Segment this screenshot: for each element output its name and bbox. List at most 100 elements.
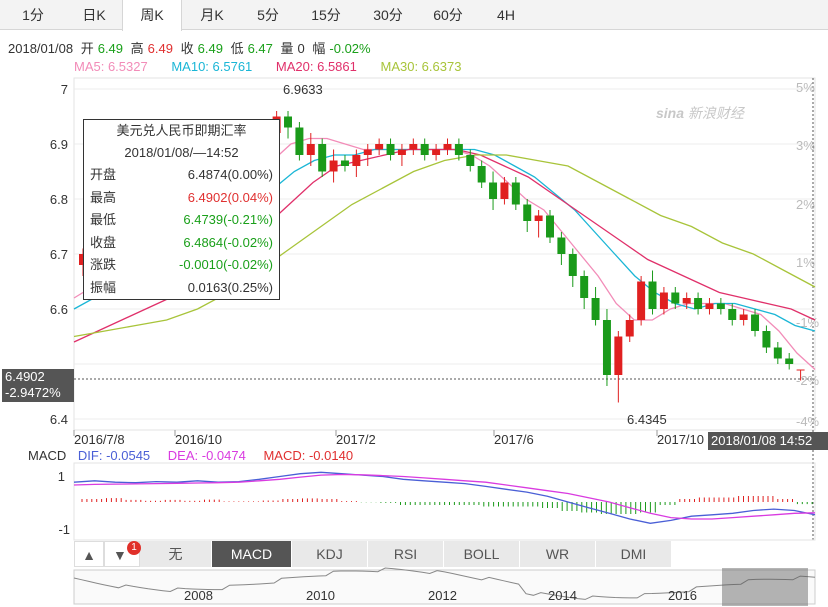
info-close: 6.49 <box>197 41 223 56</box>
candle-body <box>602 320 611 375</box>
tab-5min[interactable]: 5分 <box>257 7 279 23</box>
info-open: 6.49 <box>97 41 124 56</box>
y-right-tick-label: 2% <box>796 197 815 212</box>
tooltip-row-label: 收盘 <box>90 234 117 250</box>
ma-legend-row: MA5: 6.5327 MA10: 6.5761 MA20: 6.5861 MA… <box>74 59 465 74</box>
candle-body <box>716 303 725 309</box>
y-tick-label: 7 <box>61 82 68 97</box>
candle-body <box>523 204 532 221</box>
x-tick-label: 2017/10 <box>657 432 704 447</box>
candle-body <box>352 155 361 166</box>
candle-body <box>682 298 691 304</box>
tooltip-row-value: 0.0163(0.25%) <box>187 279 273 295</box>
candle-body <box>591 298 600 320</box>
tooltip-row: 最高 6.4902(0.04%) <box>84 187 279 210</box>
overview-year-label: 2012 <box>428 588 457 603</box>
candle-body <box>796 369 805 371</box>
info-chg-label: 幅 <box>312 41 326 56</box>
candle-body <box>534 215 543 221</box>
tooltip-row-label: 开盘 <box>90 167 117 182</box>
y-tick-label: 6.9 <box>50 137 68 152</box>
tooltip-row: 最低 6.4739(-0.21%) <box>84 209 279 232</box>
ma-line-ma30 <box>73 154 816 338</box>
indicator-dmi[interactable]: DMI <box>596 541 672 567</box>
tab-weekly[interactable]: 周K <box>122 0 182 31</box>
high-annotation: 6.9633 <box>283 82 323 97</box>
crosshair-price-label: 6.4902 -2.9472% <box>2 369 74 402</box>
tab-monthly[interactable]: 月K <box>200 7 224 23</box>
tab-30min[interactable]: 30分 <box>373 7 403 23</box>
tooltip-row: 振幅 0.0163(0.25%) <box>84 277 279 300</box>
low-annotation: 6.4345 <box>627 412 667 427</box>
macd-dif: DIF: -0.0545 <box>77 448 151 463</box>
candle-body <box>637 281 646 320</box>
overview-line <box>73 567 816 600</box>
tab-daily[interactable]: 日K <box>82 7 106 23</box>
crosshair-datetime: 2018/01/08 14:52 <box>708 432 828 450</box>
indicator-macd[interactable]: MACD <box>212 541 292 567</box>
candle-body <box>420 144 429 155</box>
candle-body <box>728 309 737 320</box>
candle-body <box>751 314 760 331</box>
y-right-tick-label: -2% <box>796 373 820 388</box>
tab-4h[interactable]: 4H <box>497 7 515 23</box>
dif-line <box>73 471 816 524</box>
ma5-label: MA5: 6.5327 <box>74 59 148 74</box>
x-tick-label: 2017/2 <box>336 432 376 447</box>
overview-year-label: 2016 <box>668 588 697 603</box>
candle-body <box>614 336 623 375</box>
macd-dea: DEA: -0.0474 <box>167 448 246 463</box>
data-tooltip: 美元兑人民币即期汇率 2018/01/08/—14:52 开盘 6.4874(0.… <box>83 119 280 300</box>
macd-frame <box>73 462 816 541</box>
candle-body <box>306 144 315 155</box>
candle-body <box>340 160 349 166</box>
period-tab-bar: 1分 日K 周K 月K 5分 15分 30分 60分 4H <box>0 0 828 31</box>
candle-body <box>694 298 703 309</box>
tooltip-row-label: 最高 <box>90 189 117 205</box>
overview-year-label: 2010 <box>306 588 335 603</box>
candle-body <box>785 358 794 364</box>
overview-year-label: 2008 <box>184 588 213 603</box>
tab-15min[interactable]: 15分 <box>311 7 341 23</box>
tooltip-row-label: 最低 <box>90 212 117 227</box>
info-high: 6.49 <box>147 41 173 56</box>
tooltip-row: 开盘 6.4874(0.00%) <box>84 164 279 187</box>
indicator-wr[interactable]: WR <box>520 541 596 567</box>
macd-tick-top: 1 <box>58 469 65 484</box>
y-right-tick-label: 3% <box>796 138 815 153</box>
candle-body <box>318 144 327 172</box>
candle-body <box>375 144 384 150</box>
info-date: 2018/01/08 <box>8 41 74 56</box>
tab-60min[interactable]: 60分 <box>433 7 463 23</box>
candle-body <box>705 303 714 309</box>
candle-body <box>454 144 463 155</box>
x-tick-label: 2016/7/8 <box>74 432 125 447</box>
y-right-tick-label: 1% <box>796 255 815 270</box>
indicator-bar: ▲ ▼ 无 MACD KDJ RSI BOLL WR DMI <box>74 541 672 567</box>
tooltip-row-value: 6.4902(0.04%) <box>187 189 273 205</box>
info-vol: 0 <box>297 41 305 56</box>
candle-body <box>546 215 554 238</box>
info-open-label: 开 <box>80 41 94 56</box>
tooltip-row-value: 6.4864(-0.02%) <box>183 234 273 250</box>
overview-selection <box>722 568 808 606</box>
info-chg: -0.02% <box>329 41 371 56</box>
info-low-label: 低 <box>230 41 244 56</box>
tooltip-row: 涨跌 -0.0010(-0.02%) <box>84 254 279 277</box>
indicator-rsi[interactable]: RSI <box>368 541 444 567</box>
macd-value: MACD: -0.0140 <box>263 448 354 463</box>
ma30-label: MA30: 6.6373 <box>380 59 462 74</box>
candle-body <box>79 254 87 265</box>
tooltip-row-value: -0.0010(-0.02%) <box>179 257 273 272</box>
indicator-kdj[interactable]: KDJ <box>292 541 368 567</box>
tab-1min[interactable]: 1分 <box>22 7 44 23</box>
candle-body <box>432 149 441 155</box>
candle-body <box>466 155 475 166</box>
candle-body <box>762 331 771 348</box>
indicator-boll[interactable]: BOLL <box>444 541 520 567</box>
zoom-in-button[interactable]: ▲ <box>74 541 104 567</box>
indicator-none[interactable]: 无 <box>140 541 212 567</box>
y-right-tick-label: 5% <box>796 80 815 95</box>
